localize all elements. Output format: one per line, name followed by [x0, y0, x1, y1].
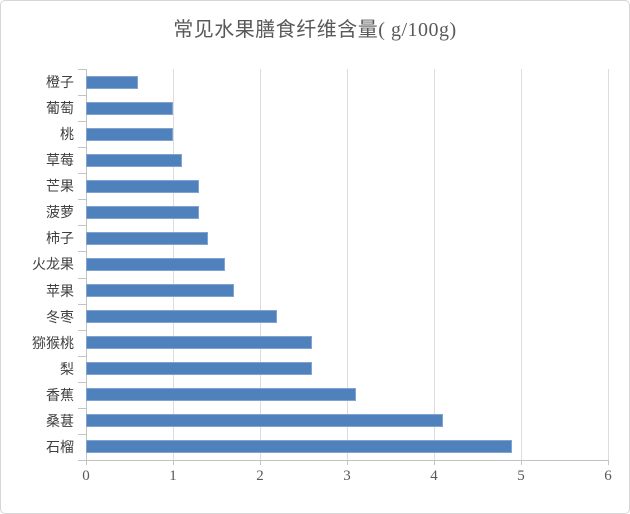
x-tick-mark: [86, 460, 87, 465]
y-tick-mark: [78, 356, 86, 357]
category-label: 橙子: [46, 76, 74, 92]
category-label: 菠萝: [46, 206, 74, 222]
category-label: 冬枣: [46, 310, 74, 326]
bar: [86, 101, 173, 115]
bar: [86, 440, 513, 454]
bar: [86, 362, 313, 376]
y-tick-mark: [78, 199, 86, 200]
bar: [86, 205, 200, 219]
bar: [86, 153, 182, 167]
bar-row: [86, 199, 608, 225]
x-tick-label: 2: [256, 468, 264, 484]
gridline: [521, 69, 522, 460]
category-label: 火龙果: [32, 258, 74, 274]
bar: [86, 127, 173, 141]
category-label: 香蕉: [46, 388, 74, 404]
bar-row: [86, 382, 608, 408]
category-label: 草莓: [46, 154, 74, 170]
x-tick-mark: [608, 460, 609, 465]
bars-area: [86, 69, 608, 460]
category-label: 梨: [60, 362, 74, 378]
category-label: 芒果: [46, 180, 74, 196]
category-label: 柿子: [46, 232, 74, 248]
plot-area: [86, 69, 609, 461]
bar: [86, 257, 226, 271]
bar-row: [86, 330, 608, 356]
y-tick-mark: [78, 147, 86, 148]
category-label: 桃: [60, 128, 74, 144]
bar-row: [86, 121, 608, 147]
bar: [86, 336, 313, 350]
y-tick-mark: [78, 434, 86, 435]
bar-row: [86, 69, 608, 95]
x-tick-mark: [521, 460, 522, 465]
y-tick-mark: [78, 251, 86, 252]
bar: [86, 179, 200, 193]
bar-row: [86, 225, 608, 251]
x-tick-mark: [260, 460, 261, 465]
y-tick-mark: [78, 408, 86, 409]
gridline: [434, 69, 435, 460]
y-tick-mark: [78, 304, 86, 305]
y-tick-mark: [78, 121, 86, 122]
chart-title: 常见水果膳食纤维含量( g/100g): [173, 19, 457, 41]
x-tick-label: 5: [517, 468, 525, 484]
y-tick-mark: [78, 95, 86, 96]
x-tick-label: 0: [82, 468, 90, 484]
bar-row: [86, 304, 608, 330]
bar-row: [86, 173, 608, 199]
category-label: 苹果: [46, 284, 74, 300]
y-tick-mark: [78, 460, 86, 461]
y-tick-mark: [78, 173, 86, 174]
x-tick-label: 6: [604, 468, 612, 484]
bar: [86, 414, 443, 428]
x-tick-mark: [434, 460, 435, 465]
y-tick-mark: [78, 225, 86, 226]
y-tick-mark: [78, 382, 86, 383]
category-label: 石榴: [46, 440, 74, 456]
y-tick-mark: [78, 69, 86, 70]
y-tick-mark: [78, 278, 86, 279]
category-label: 桑葚: [46, 414, 74, 430]
bar-row: [86, 408, 608, 434]
category-label: 葡萄: [46, 102, 74, 118]
bar: [86, 75, 139, 89]
bar: [86, 310, 278, 324]
x-tick-mark: [173, 460, 174, 465]
bar: [86, 284, 234, 298]
bar: [86, 388, 356, 402]
gridline: [260, 69, 261, 460]
category-label: 猕猴桃: [32, 336, 74, 352]
gridline: [608, 69, 609, 460]
x-tick-label: 1: [169, 468, 177, 484]
bar-row: [86, 356, 608, 382]
bar-row: [86, 147, 608, 173]
y-tick-mark: [78, 330, 86, 331]
category-labels: 橙子葡萄桃草莓芒果菠萝柿子火龙果苹果冬枣猕猴桃梨香蕉桑葚石榴: [1, 69, 74, 460]
bar-row: [86, 434, 608, 460]
bar-row: [86, 278, 608, 304]
gridline: [347, 69, 348, 460]
x-tick-label: 4: [430, 468, 438, 484]
bar-row: [86, 251, 608, 277]
x-tick-mark: [347, 460, 348, 465]
bar: [86, 231, 208, 245]
x-tick-label: 3: [343, 468, 351, 484]
bar-row: [86, 95, 608, 121]
